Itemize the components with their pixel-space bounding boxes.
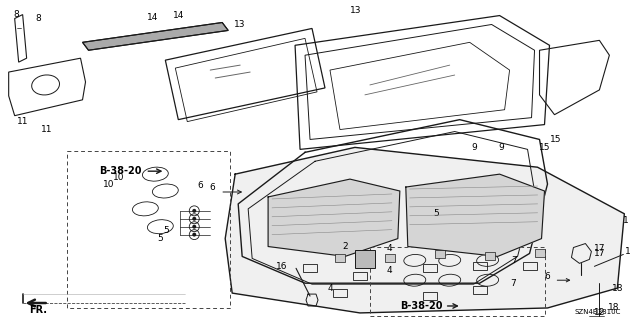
- Text: 6: 6: [209, 182, 215, 191]
- Text: 14: 14: [147, 13, 158, 22]
- Text: B-38-20: B-38-20: [99, 166, 141, 176]
- Bar: [534, 249, 545, 257]
- Text: 10: 10: [113, 173, 124, 182]
- Text: 5: 5: [157, 234, 163, 243]
- Text: 5: 5: [433, 209, 438, 218]
- Text: 8: 8: [14, 10, 20, 19]
- Text: 18: 18: [612, 284, 623, 293]
- Text: 4: 4: [387, 244, 393, 253]
- Text: 4: 4: [327, 284, 333, 293]
- Text: 14: 14: [173, 11, 184, 20]
- Text: 6: 6: [197, 181, 203, 189]
- Text: 9: 9: [499, 143, 504, 152]
- Text: 2: 2: [342, 242, 348, 251]
- Text: 9: 9: [472, 143, 477, 152]
- Polygon shape: [225, 147, 625, 313]
- Text: 13: 13: [234, 20, 246, 29]
- Polygon shape: [406, 174, 545, 256]
- Text: 4: 4: [387, 266, 393, 275]
- Text: 15: 15: [539, 143, 550, 152]
- Circle shape: [577, 249, 586, 257]
- Circle shape: [192, 225, 196, 229]
- Bar: [335, 255, 345, 262]
- Circle shape: [454, 221, 458, 225]
- Text: 12: 12: [594, 308, 605, 317]
- Polygon shape: [268, 179, 400, 256]
- Text: 8: 8: [36, 14, 42, 23]
- Text: 5: 5: [427, 236, 433, 245]
- Text: 18: 18: [607, 303, 619, 313]
- Text: 15: 15: [550, 135, 561, 144]
- Text: SZN4B3810C: SZN4B3810C: [575, 309, 621, 315]
- Text: 17: 17: [594, 249, 605, 258]
- Text: 17: 17: [594, 244, 605, 253]
- Text: 13: 13: [350, 6, 362, 15]
- Polygon shape: [83, 23, 228, 50]
- Text: 11: 11: [41, 125, 52, 134]
- Circle shape: [192, 209, 196, 213]
- Polygon shape: [355, 250, 375, 268]
- Circle shape: [454, 245, 458, 249]
- Text: 10: 10: [102, 180, 114, 189]
- Text: FR.: FR.: [29, 305, 47, 315]
- Text: 11: 11: [17, 117, 28, 126]
- Text: 7: 7: [512, 256, 518, 265]
- Circle shape: [454, 229, 458, 233]
- Text: 7: 7: [511, 279, 516, 288]
- Circle shape: [192, 217, 196, 221]
- Text: 6: 6: [545, 272, 550, 281]
- Text: 1: 1: [625, 247, 630, 256]
- Circle shape: [454, 237, 458, 241]
- Text: 5: 5: [163, 226, 169, 235]
- Bar: [484, 252, 495, 260]
- Text: 1: 1: [623, 216, 628, 225]
- Bar: [385, 255, 395, 262]
- Circle shape: [192, 233, 196, 237]
- Bar: [435, 250, 445, 258]
- Text: B-38-20: B-38-20: [401, 301, 443, 311]
- Text: 16: 16: [276, 262, 288, 271]
